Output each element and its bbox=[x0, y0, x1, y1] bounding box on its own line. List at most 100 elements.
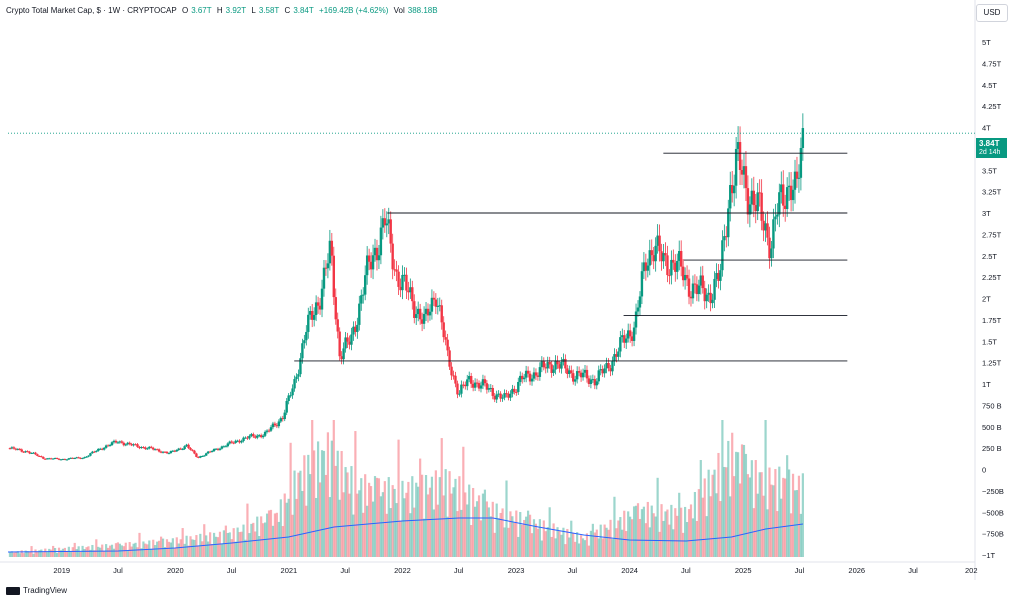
volume-bar bbox=[483, 489, 487, 557]
volume-bar bbox=[322, 450, 326, 557]
candle-body bbox=[493, 395, 496, 400]
candle-body bbox=[314, 302, 318, 315]
candle-body bbox=[642, 262, 646, 272]
volume-bar bbox=[684, 506, 687, 557]
candle-body bbox=[169, 451, 173, 454]
volume-bar bbox=[654, 516, 657, 557]
time-tick-label: 2023 bbox=[508, 566, 525, 575]
candle-body bbox=[358, 303, 361, 325]
candle-body bbox=[244, 437, 247, 439]
candle-body bbox=[607, 363, 610, 369]
candle-body bbox=[768, 237, 771, 259]
volume-bar bbox=[167, 541, 171, 557]
volume-bar bbox=[358, 490, 361, 557]
volume-bar bbox=[403, 498, 406, 557]
candle-body bbox=[778, 192, 781, 215]
candle-body bbox=[666, 255, 669, 276]
volume-bar bbox=[10, 551, 14, 557]
candle-body bbox=[283, 412, 286, 420]
candle-body bbox=[193, 450, 196, 454]
candle-body bbox=[554, 360, 557, 370]
candle-body bbox=[701, 275, 704, 289]
candle-body bbox=[354, 326, 357, 332]
symbol-title[interactable]: Crypto Total Market Cap, $ · 1W · CRYPTO… bbox=[6, 6, 177, 15]
time-tick-label: Jul bbox=[567, 566, 577, 575]
price-tick-label: 5T bbox=[982, 38, 991, 47]
candle-body bbox=[434, 299, 438, 307]
time-axis[interactable]: 2019 Jul 2020 Jul 2021 Jul 2022 Jul 2023 Jul 2024 J… bbox=[53, 566, 977, 575]
candle-body bbox=[656, 235, 659, 246]
volume-bar bbox=[636, 503, 640, 557]
volume-bar bbox=[271, 525, 275, 557]
candle-body bbox=[106, 445, 110, 447]
candle-body bbox=[379, 227, 383, 256]
candle-body bbox=[203, 455, 206, 457]
candle-body bbox=[201, 456, 204, 458]
candle-body bbox=[411, 287, 414, 302]
candle-body bbox=[44, 458, 47, 460]
price-axis[interactable]: 5T 4.75T 4.5T 4.25T 4T 3.5T 3.25T 3T 2.75T 2.5T 2.… bbox=[982, 38, 1004, 560]
volume-moving-average-line bbox=[7, 517, 804, 553]
candle-body bbox=[603, 368, 606, 374]
volume-bar bbox=[391, 485, 394, 557]
candle-body bbox=[748, 204, 752, 215]
volume-bar bbox=[744, 453, 748, 557]
volume-bar bbox=[350, 466, 353, 557]
volume-bar bbox=[234, 541, 237, 557]
candle-body bbox=[289, 395, 292, 397]
time-tick-label: 2019 bbox=[53, 566, 70, 575]
volume-bar bbox=[230, 539, 233, 557]
candle-body bbox=[471, 383, 475, 388]
candle-body bbox=[685, 274, 689, 279]
volume-bar bbox=[548, 507, 551, 557]
volume-bar bbox=[148, 540, 151, 557]
volume-bar bbox=[685, 522, 689, 557]
candle-body bbox=[285, 400, 288, 413]
volume-bar bbox=[161, 538, 165, 557]
tradingview-logo-icon bbox=[6, 586, 20, 595]
candle-body bbox=[758, 192, 761, 194]
volume-bar bbox=[788, 469, 791, 557]
candle-body bbox=[793, 171, 797, 190]
time-tick-label: Jul bbox=[227, 566, 237, 575]
candle-body bbox=[450, 366, 453, 376]
volume-bar bbox=[601, 538, 604, 557]
candle-body bbox=[312, 314, 316, 320]
volume-bar bbox=[593, 532, 596, 557]
volume-bar bbox=[627, 511, 630, 557]
volume-bar bbox=[220, 543, 224, 557]
volume-bar bbox=[725, 467, 728, 557]
volume-bar bbox=[379, 496, 382, 557]
volume-bar bbox=[383, 481, 386, 557]
candle-body bbox=[536, 375, 540, 377]
volume-bar bbox=[786, 455, 789, 557]
volume-bar bbox=[226, 533, 229, 557]
tradingview-wordmark: TradingView bbox=[23, 586, 68, 595]
volume-bar bbox=[40, 549, 43, 557]
volume-bar bbox=[55, 552, 59, 557]
volume-bar bbox=[183, 543, 186, 557]
volume-bar bbox=[430, 476, 434, 557]
candle-body bbox=[311, 310, 314, 320]
tradingview-logo[interactable]: TradingView bbox=[6, 586, 67, 595]
volume-bar bbox=[605, 527, 608, 557]
candle-body bbox=[307, 314, 310, 332]
volume-bar bbox=[466, 504, 469, 557]
candle-body bbox=[752, 190, 755, 206]
candle-body bbox=[654, 245, 657, 262]
volume-bar bbox=[63, 547, 67, 557]
volume-bar bbox=[28, 551, 31, 557]
candle-body bbox=[507, 393, 510, 398]
currency-button[interactable]: USD bbox=[976, 4, 1008, 22]
candle-body bbox=[487, 388, 491, 390]
candle-body bbox=[83, 457, 86, 459]
time-tick-label: 2022 bbox=[394, 566, 411, 575]
candle-body bbox=[462, 384, 465, 386]
candle-body bbox=[218, 448, 222, 450]
volume-bar bbox=[409, 513, 412, 557]
candle-body bbox=[399, 286, 402, 291]
candle-body bbox=[381, 218, 385, 228]
candle-body bbox=[116, 442, 120, 444]
candle-body bbox=[721, 240, 724, 271]
